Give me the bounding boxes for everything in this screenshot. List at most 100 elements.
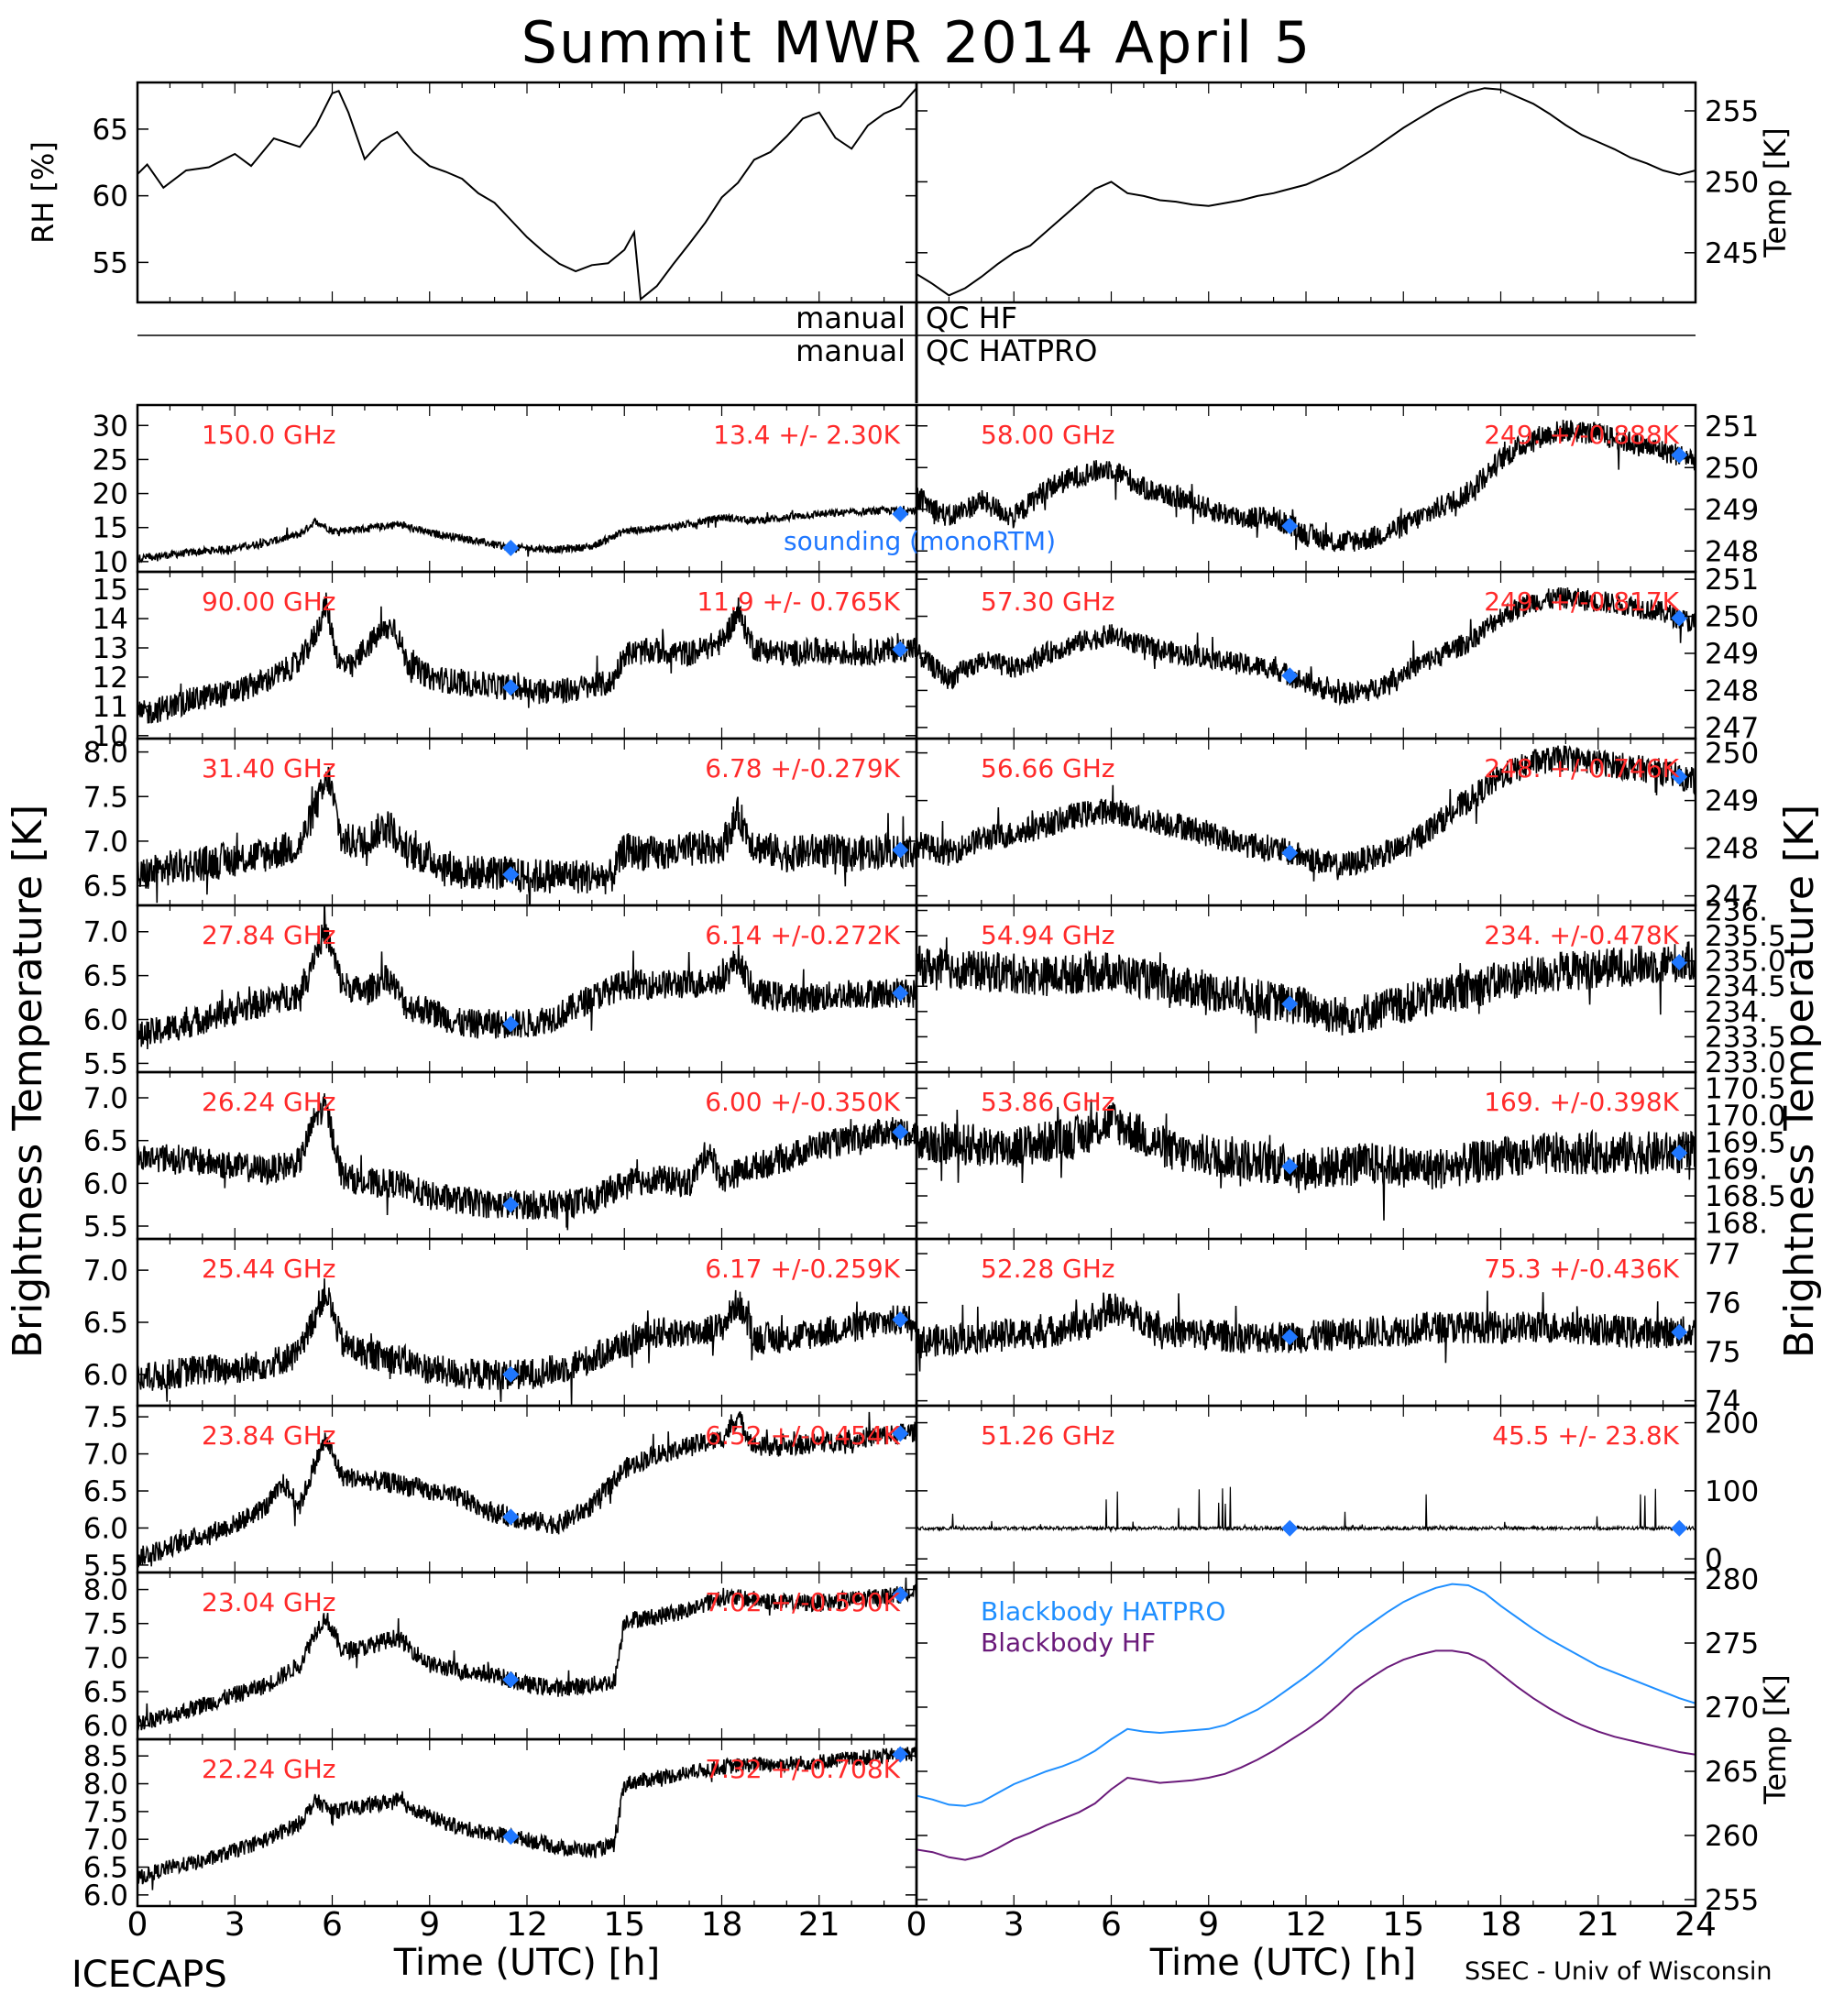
y-tick-label: 5.5	[83, 1211, 128, 1244]
sounding-marker	[892, 505, 909, 522]
y-tick-label: 249	[1705, 494, 1759, 527]
y-tick-label: 170.5	[1705, 1073, 1786, 1106]
channel-frequency-label: 53.86 GHz	[981, 1087, 1115, 1117]
channel-frequency-label: 31.40 GHz	[202, 753, 336, 783]
x-tick-label-right: 3	[1004, 1906, 1025, 1944]
sounding-marker	[892, 1425, 909, 1442]
x-tick-label-right: 18	[1480, 1906, 1522, 1944]
y-tick-label: 6.5	[83, 1852, 128, 1885]
y-tick-label: 235.0	[1705, 946, 1786, 979]
channel-frequency-label: 57.30 GHz	[981, 586, 1115, 617]
y-tick-label: 251	[1705, 564, 1759, 597]
channel-stat-label: 169. +/-0.398K	[1484, 1087, 1679, 1117]
x-tick-label-right: 15	[1382, 1906, 1424, 1944]
y-tick-label: 248	[1705, 833, 1759, 866]
x-tick-label-left: 6	[322, 1906, 343, 1944]
y-tick-label: 6.5	[83, 1307, 128, 1340]
brightness-temperature-trace	[916, 1099, 1696, 1221]
channel-frequency-label: 150.0 GHz	[202, 420, 336, 450]
channel-frequency-label: 27.84 GHz	[202, 920, 336, 950]
y-tick-label: 12	[93, 662, 128, 695]
sounding-marker	[1281, 517, 1299, 534]
y-tick-label: 7.5	[83, 1608, 128, 1641]
channel-stat-label: 234. +/-0.478K	[1484, 920, 1679, 950]
panel-plot-area	[137, 87, 916, 301]
brightness-temperature-trace	[137, 1093, 916, 1231]
y-tick-label: 20	[93, 478, 128, 511]
x-ticks-layer: 0 3 6 9 12 15 18 21 0 3 6 9 12 15 18 21 24	[127, 1906, 1717, 1944]
x-tick-label-left: 3	[225, 1906, 246, 1944]
y-tick-label: 6.0	[83, 1167, 128, 1200]
x-tick-label-right: 0	[906, 1906, 927, 1944]
sounding-legend: sounding (monoRTM)	[784, 526, 1056, 556]
y-tick-label: 170.0	[1705, 1100, 1786, 1133]
y-tick-label: 280	[1705, 1563, 1759, 1596]
y-tick-label: 234.	[1705, 996, 1768, 1029]
y-tick-label: 249	[1705, 785, 1759, 818]
y-tick-label: 200	[1705, 1408, 1759, 1441]
brightness-temperature-trace	[137, 1577, 916, 1731]
y-tick-label: 265	[1705, 1756, 1759, 1789]
panel-plot-area	[137, 1577, 916, 1731]
y-tick-label: 76	[1705, 1287, 1740, 1320]
y-tick-label: 74	[1705, 1386, 1740, 1419]
channel-frequency-label: 23.84 GHz	[202, 1420, 336, 1451]
y-tick-label: 6.0	[83, 1710, 128, 1743]
y-tick-label: 249	[1705, 638, 1759, 671]
panel-temp: Temp [K]	[915, 81, 1793, 304]
y-tick-label: 7.0	[83, 1082, 128, 1115]
brightness-temperature-trace	[916, 745, 1696, 882]
y-tick-label: 235.5	[1705, 920, 1786, 953]
panel-ch90: 90.00 GHz 11.9 +/- 0.765K	[136, 570, 918, 740]
y-tick-label: 168.5	[1705, 1180, 1786, 1213]
y-tick-label: 255	[1705, 1884, 1759, 1917]
x-tick-label-left: 0	[127, 1906, 148, 1944]
y-tick-label: 55	[93, 247, 128, 279]
sounding-marker	[1671, 1519, 1688, 1537]
panel-plot-area	[916, 937, 1696, 1035]
channel-frequency-label: 25.44 GHz	[202, 1254, 336, 1284]
x-tick-label-right: 9	[1198, 1906, 1219, 1944]
channel-stat-label: 6.00 +/-0.350K	[705, 1087, 900, 1117]
sounding-marker	[892, 984, 909, 1002]
sounding-marker	[892, 641, 909, 658]
brightness-temperature-trace	[916, 1290, 1696, 1372]
temp-series-line	[916, 87, 1696, 297]
sounding-marker	[1671, 954, 1688, 971]
y-tick-label: 248	[1705, 535, 1759, 568]
rh-series-line	[137, 87, 916, 301]
y-tick-label: 5.5	[83, 1047, 128, 1080]
panel-plot-area	[137, 766, 916, 905]
channel-frequency-label: 22.24 GHz	[202, 1754, 336, 1784]
y-tick-label: 8.5	[83, 1740, 128, 1773]
sounding-marker	[892, 841, 909, 859]
sounding-marker	[1671, 1145, 1688, 1162]
panel-ch31: 31.40 GHz 6.78 +/-0.279K	[136, 737, 918, 907]
sounding-marker	[502, 679, 520, 696]
y-tick-label: 6.0	[83, 1512, 128, 1545]
channel-stat-label: 6.52 +/-0.454K	[705, 1420, 900, 1451]
y-tick-label: 30	[93, 410, 128, 443]
y-tick-label: 75	[1705, 1336, 1740, 1369]
brightness-temperature-trace	[137, 1411, 916, 1568]
panel-plot-area	[137, 905, 916, 1050]
panel-ch22: 22.24 GHz 7.32 +/-0.708K	[136, 1737, 918, 1908]
y-tick-label: 7.0	[83, 916, 128, 949]
panel-plot-area	[916, 420, 1696, 553]
qc-hatpro-prefix: manual	[796, 334, 906, 368]
x-tick-label-right: 12	[1285, 1906, 1327, 1944]
y-tick-label: 250	[1705, 452, 1759, 485]
panel-ch23_84: 23.84 GHz 6.52 +/-0.454K	[136, 1404, 918, 1574]
y-tick-label: 275	[1705, 1627, 1759, 1660]
panel-frame	[136, 81, 918, 304]
brightness-temperature-trace	[137, 504, 916, 564]
y-tick-label: 245	[1705, 237, 1759, 270]
sounding-marker	[1281, 1329, 1299, 1346]
y-tick-label: 6.0	[83, 1359, 128, 1392]
brightness-temperature-trace	[916, 420, 1696, 553]
left-ylabel: Brightness Temperature [K]	[5, 805, 51, 1358]
blackbody-series-line	[916, 1583, 1696, 1807]
brightness-temperature-trace	[916, 937, 1696, 1035]
y-tick-label: 6.0	[83, 1004, 128, 1037]
y-tick-label: 236.	[1705, 895, 1768, 928]
